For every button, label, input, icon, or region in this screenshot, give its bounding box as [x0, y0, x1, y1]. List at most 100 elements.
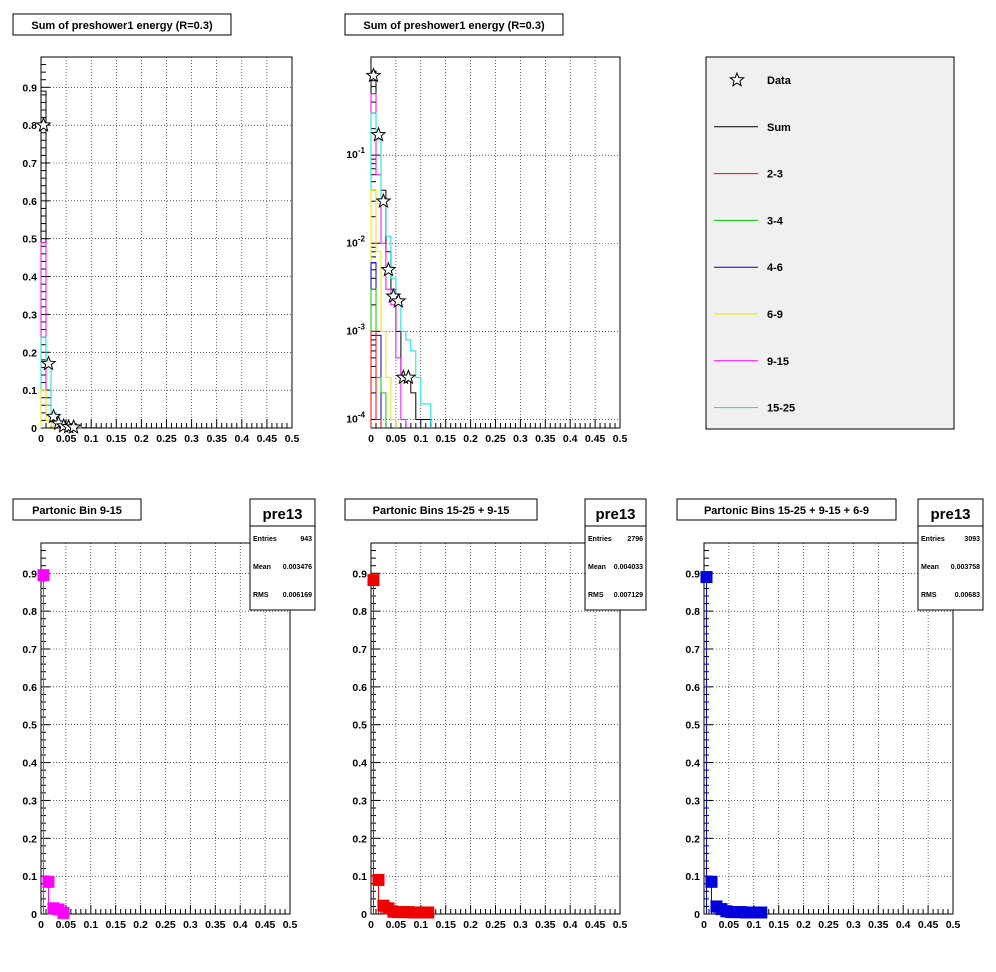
y-tick-mantissa: 10 [346, 325, 358, 337]
y-tick-label: 0.4 [685, 758, 700, 770]
y-tick-mantissa: 10 [346, 237, 358, 249]
stats-box [917, 498, 984, 611]
x-tick-label: 0 [38, 433, 44, 445]
y-tick-label: 0 [694, 909, 700, 921]
histogram-3-4 [370, 288, 387, 428]
x-tick-label: 0.25 [485, 919, 506, 931]
y-tick-label: 0 [31, 423, 37, 435]
y-tick-label: 0.5 [22, 720, 37, 732]
y-tick-label: 0.8 [22, 606, 37, 618]
x-tick-label: 0.2 [463, 433, 478, 445]
y-tick-exponent: -4 [358, 410, 366, 419]
x-tick-label: 0.1 [413, 919, 428, 931]
x-tick-label: 0.4 [563, 433, 578, 445]
chart-title: Sum of preshower1 energy (R=0.3) [363, 20, 545, 32]
y-tick-label: 0.7 [22, 158, 37, 170]
stats-value-rms: 0.00683 [955, 592, 980, 599]
y-tick-label: 0.7 [685, 644, 700, 656]
data-star-marker [45, 408, 62, 424]
y-tick-label: 0.8 [685, 606, 700, 618]
x-tick-label: 0.15 [105, 919, 126, 931]
stats-name: pre13 [595, 506, 635, 523]
x-tick-label: 0.45 [257, 433, 278, 445]
y-tick-exponent: -1 [358, 146, 366, 155]
x-tick-label: 0.05 [386, 433, 407, 445]
x-tick-label: 0.15 [435, 433, 456, 445]
square-marker [367, 574, 380, 587]
x-tick-label: 0.35 [206, 433, 227, 445]
x-tick-label: 0.1 [84, 433, 99, 445]
data-star-marker [380, 261, 397, 277]
x-tick-label: 0.25 [155, 919, 176, 931]
square-marker [37, 569, 50, 582]
x-tick-label: 0.4 [563, 919, 578, 931]
x-tick-label: 0.3 [183, 919, 198, 931]
legend: Data Sum 2-3 3-4 4-6 6-9 9-15 15-25 [705, 56, 955, 430]
panel-partonic-bins-15-25-9-15: Partonic Bins 15-25 + 9-15 0 0.05 0.1 0.15 0.… [344, 498, 647, 931]
y-tick-label: 0.8 [22, 120, 37, 132]
x-tick-label: 0.2 [796, 919, 811, 931]
x-tick-label: 0.3 [184, 433, 199, 445]
stats-label-mean: Mean [253, 564, 271, 571]
stats-name: pre13 [262, 506, 302, 523]
x-tick-label: 0 [701, 919, 707, 931]
data-star-marker [390, 292, 407, 308]
title-box [344, 13, 564, 36]
x-tick-label: 0.3 [513, 433, 528, 445]
square-marker [42, 875, 55, 888]
stats-value-entries: 3093 [964, 536, 980, 543]
stats-label-rms: RMS [253, 592, 269, 599]
y-tick-label: 0.5 [22, 234, 37, 246]
x-tick-label: 0.1 [746, 919, 761, 931]
x-tick-label: 0.5 [613, 919, 628, 931]
stats-value-rms: 0.006169 [283, 592, 312, 599]
stats-value-mean: 0.004033 [614, 564, 643, 571]
x-tick-label: 0 [368, 919, 374, 931]
y-tick-label: 0.2 [22, 833, 37, 845]
panel-top-middle-log: Sum of preshower1 energy (R=0.3) 0 0.05 0.1… [344, 13, 628, 445]
stats-value-entries: 943 [300, 536, 312, 543]
x-tick-label: 0.05 [56, 919, 77, 931]
y-tick-label: 0.7 [352, 644, 367, 656]
y-tick-exponent: -2 [358, 234, 366, 243]
y-tick-label: 0.3 [22, 309, 37, 321]
histogram-2-3 [370, 330, 382, 428]
legend-label: 2-3 [767, 169, 783, 181]
x-tick-label: 0.4 [896, 919, 911, 931]
stats-label-entries: Entries [588, 536, 612, 543]
legend-label: 4-6 [767, 262, 783, 274]
x-tick-label: 0.15 [768, 919, 789, 931]
x-tick-label: 0.5 [283, 919, 298, 931]
y-tick-label: 10-2 [346, 234, 365, 249]
legend-label: 15-25 [767, 403, 795, 415]
stats-name: pre13 [930, 506, 970, 523]
square-marker [57, 906, 70, 919]
x-tick-label: 0.25 [485, 433, 506, 445]
y-tick-label: 10-1 [346, 146, 365, 161]
legend-star-marker [728, 71, 746, 87]
y-tick-label: 0.9 [352, 568, 367, 580]
x-tick-label: 0.05 [56, 433, 77, 445]
stats-label-mean: Mean [588, 564, 606, 571]
x-tick-label: 0.5 [613, 433, 628, 445]
y-tick-label: 0.7 [22, 644, 37, 656]
title-box [676, 498, 897, 521]
x-tick-label: 0.35 [535, 919, 556, 931]
x-tick-label: 0.2 [133, 919, 148, 931]
y-tick-label: 0.4 [22, 758, 37, 770]
x-tick-label: 0.35 [535, 433, 556, 445]
y-tick-label: 0.6 [22, 682, 37, 694]
stats-box [249, 498, 316, 611]
y-tick-label: 0.1 [685, 871, 700, 883]
y-tick-label: 0.5 [352, 720, 367, 732]
data-star-marker [365, 67, 382, 83]
square-marker [700, 571, 713, 584]
y-tick-label: 0.1 [22, 385, 37, 397]
x-tick-label: 0.5 [946, 919, 961, 931]
stats-box [584, 498, 647, 611]
x-tick-label: 0.45 [585, 919, 606, 931]
square-marker [422, 906, 435, 919]
data-star-marker [40, 355, 57, 371]
square-marker [705, 875, 718, 888]
square-marker [755, 906, 768, 919]
